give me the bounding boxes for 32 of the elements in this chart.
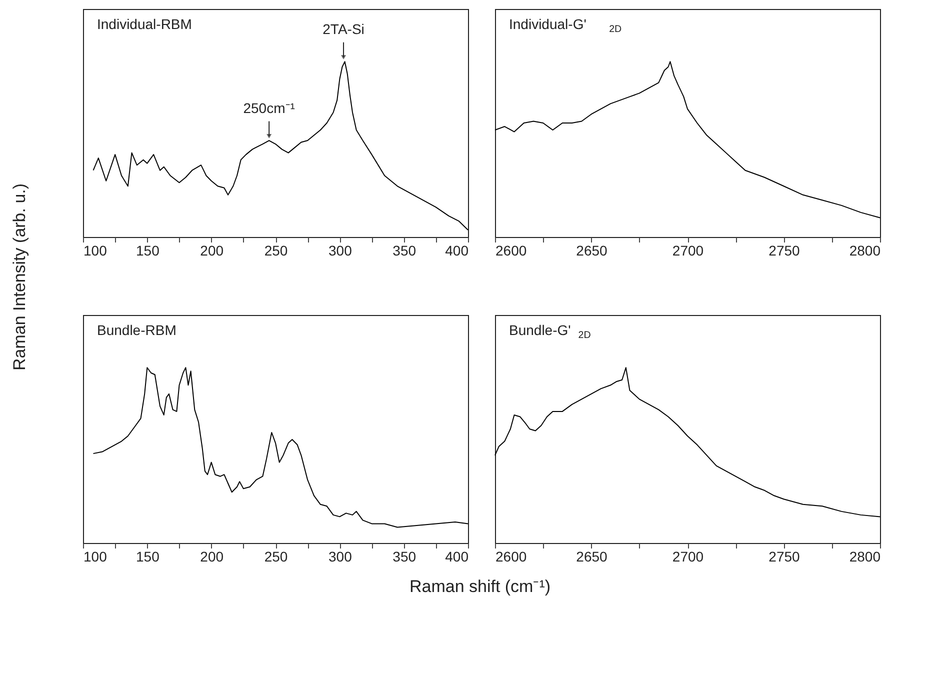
chart-title: Individual-G'2D — [509, 16, 622, 35]
x-tick-label: 250 — [264, 548, 288, 564]
x-tick-label: 100 — [84, 548, 108, 564]
x-tick-label: 300 — [328, 548, 352, 564]
x-tick-label: 100 — [84, 242, 108, 258]
x-tick-label: 2700 — [672, 548, 704, 564]
x-tick-label: 400 — [445, 242, 469, 258]
annotation: 2TA-Si — [322, 21, 364, 38]
x-tick-label: 2700 — [672, 242, 704, 258]
x-tick-label: 2800 — [849, 548, 881, 564]
chart-title: Bundle-RBM — [97, 322, 176, 338]
x-tick-label: 2650 — [576, 548, 608, 564]
annotation: 250cm⁻¹ — [243, 100, 296, 116]
x-tick-label: 350 — [392, 548, 416, 564]
x-tick-label: 2600 — [496, 242, 527, 258]
x-tick-label: 2750 — [768, 548, 800, 564]
x-tick-label: 400 — [445, 548, 469, 564]
x-tick-label: 200 — [200, 242, 224, 258]
x-tick-label: 2800 — [849, 242, 881, 258]
x-tick-label: 2750 — [768, 242, 800, 258]
x-tick-label: 150 — [136, 242, 160, 258]
y-axis-title: Raman Intensity (arb. u.) — [10, 183, 29, 371]
x-tick-label: 350 — [392, 242, 416, 258]
x-tick-label: 300 — [328, 242, 352, 258]
x-tick-label: 150 — [136, 548, 160, 564]
x-tick-label: 2650 — [576, 242, 608, 258]
x-tick-label: 250 — [264, 242, 288, 258]
x-tick-label: 200 — [200, 548, 224, 564]
chart-title: Bundle-G'2D — [509, 322, 591, 341]
chart-title: Individual-RBM — [97, 16, 192, 32]
x-axis-title: Raman shift (cm⁻¹) — [409, 577, 551, 596]
x-tick-label: 2600 — [496, 548, 527, 564]
